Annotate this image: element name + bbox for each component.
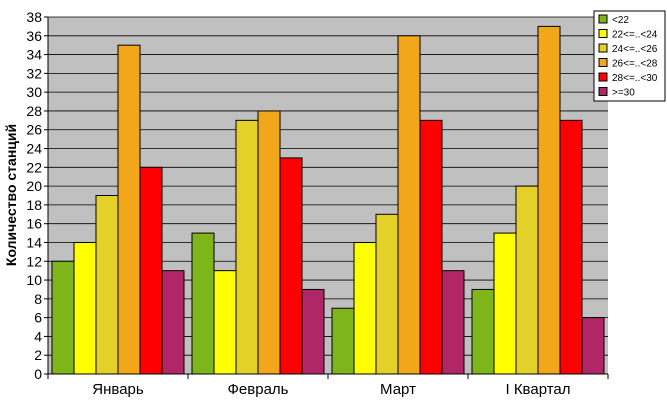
bar-2-6: [301, 288, 325, 375]
bar-1-4: [117, 44, 141, 375]
y-tick-label: 14: [26, 234, 42, 250]
bar-3-3: [375, 213, 399, 375]
legend-swatch: [598, 72, 608, 82]
y-axis-title: Количество станций: [3, 124, 19, 266]
y-tick-label: 22: [26, 159, 42, 175]
bar-3-5: [419, 119, 443, 375]
bar-3-4: [397, 35, 421, 375]
bar-1-6: [161, 270, 185, 375]
y-tick-label: 30: [26, 84, 42, 100]
legend-swatch: [598, 58, 608, 67]
bar-4-3: [515, 185, 539, 375]
bar-2-1: [191, 232, 215, 375]
y-tick-label: 2: [34, 347, 42, 363]
bar-1-5: [139, 166, 163, 375]
legend-label: <22: [612, 15, 629, 26]
bar-4-6: [581, 317, 605, 375]
legend-swatch: [598, 43, 608, 53]
x-category-label: Февраль: [228, 381, 289, 398]
y-tick-label: 18: [26, 197, 42, 213]
bar-4-4: [537, 25, 561, 375]
y-tick-label: 16: [26, 216, 42, 232]
y-tick-label: 4: [34, 328, 42, 344]
bar-4-5: [559, 119, 583, 375]
bar-2-2: [213, 270, 237, 375]
bar-1-2: [73, 241, 97, 375]
y-tick-label: 6: [34, 310, 42, 326]
legend-label: 22<=..<24: [612, 30, 658, 41]
legend-label: >=30: [612, 88, 635, 99]
bar-1-1: [51, 260, 75, 375]
legend-swatch: [598, 87, 608, 96]
bar-2-5: [279, 157, 303, 375]
y-tick-label: 8: [34, 291, 42, 307]
bar-4-1: [471, 288, 495, 375]
x-axis-labels: Январь Февраль Март I Квартал: [47, 374, 609, 398]
legend-label: 26<=..<28: [612, 59, 658, 70]
y-tick-label: 20: [26, 178, 42, 194]
legend-label: 24<=..<26: [612, 44, 658, 55]
legend-swatch: [598, 29, 608, 38]
legend-box: [593, 10, 666, 102]
y-tick-label: 38: [26, 9, 42, 25]
bar-1-3: [95, 195, 119, 375]
bars: [51, 25, 605, 375]
y-tick-label: 26: [26, 122, 42, 138]
legend: <22 22<=..<24 24<=..<26 26<=..<28 28<=..<30 >…: [593, 10, 666, 102]
legend-swatch: [598, 14, 608, 24]
y-tick-label: 24: [26, 141, 42, 157]
bar-3-1: [331, 307, 355, 375]
x-category-label: I Квартал: [505, 381, 570, 398]
bar-3-6: [441, 270, 465, 375]
legend-label: 28<=..<30: [612, 73, 658, 84]
bar-3-2: [353, 241, 377, 375]
bar-4-2: [493, 232, 517, 375]
x-category-label: Январь: [92, 381, 144, 398]
bar-2-4: [257, 110, 281, 375]
y-tick-label: 34: [26, 47, 42, 63]
y-tick-label: 28: [26, 103, 42, 119]
y-tick-label: 36: [26, 28, 42, 44]
y-tick-label: 32: [26, 65, 42, 81]
y-tick-label: 10: [26, 272, 42, 288]
y-tick-label: 0: [34, 366, 42, 382]
y-tick-label: 12: [26, 253, 42, 269]
bar-2-3: [235, 119, 259, 375]
x-category-label: Март: [380, 381, 416, 398]
